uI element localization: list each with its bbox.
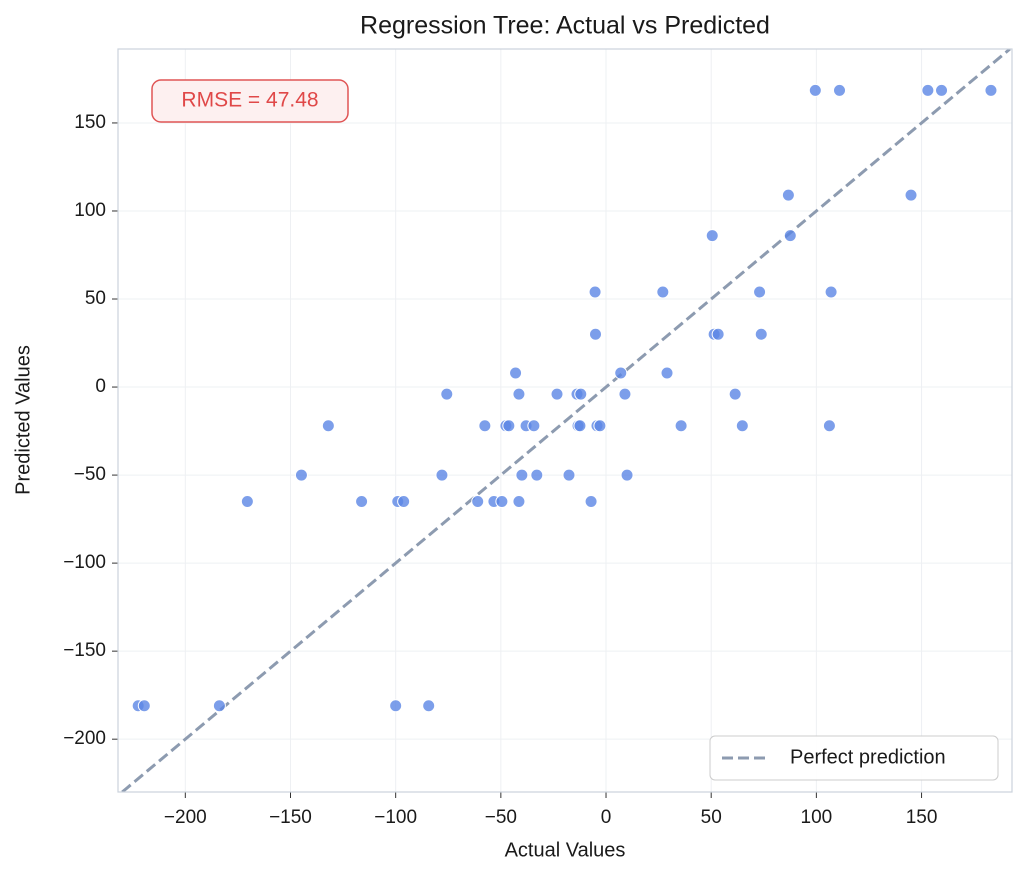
legend-box [709,735,999,781]
point [660,366,674,380]
point [471,494,485,508]
point [783,229,797,243]
x-tick-label: 100 [801,807,833,828]
x-tick-label: 50 [701,807,722,828]
point [705,229,719,243]
point [321,419,335,433]
point [509,366,523,380]
x-tick-label: −150 [269,807,312,828]
point [588,285,602,299]
y-tick-label: −150 [63,640,106,661]
point [984,83,998,97]
x-tick-label: −50 [485,807,517,828]
point [502,419,516,433]
point [808,83,822,97]
point [589,327,603,341]
point [527,419,541,433]
point [478,419,492,433]
point [515,468,529,482]
point [355,494,369,508]
point [584,494,598,508]
point [735,419,749,433]
y-tick-label: 50 [85,288,106,309]
y-tick-label: 100 [74,200,106,221]
point [573,419,587,433]
point [495,494,509,508]
point [728,387,742,401]
point [753,285,767,299]
point [562,468,576,482]
y-tick-label: 150 [74,112,106,133]
annotation-box [151,79,349,123]
y-axis-label: Predicted Values [12,345,34,495]
x-tick-label: −100 [374,807,417,828]
x-tick-label: 150 [906,807,938,828]
perfect-prediction-line [121,49,1011,792]
plot-frame [117,48,1013,793]
point [574,387,588,401]
point [512,494,526,508]
point [512,387,526,401]
chart-title: Regression Tree: Actual vs Predicted [360,12,770,40]
annotation: RMSE = 47.48 [181,89,318,112]
point [620,468,634,482]
x-axis-label: Actual Values [505,839,626,861]
point [389,699,403,713]
point [656,285,670,299]
point [904,188,918,202]
point [824,285,838,299]
point [397,494,411,508]
y-tick-label: −100 [63,552,106,573]
point [781,188,795,202]
point [435,468,449,482]
point [440,387,454,401]
point [294,468,308,482]
x-tick-label: −200 [164,807,207,828]
point [921,83,935,97]
y-tick-label: −200 [63,728,106,749]
point [137,699,151,713]
point [240,494,254,508]
point [833,83,847,97]
x-tick-label: 0 [601,807,612,828]
y-tick-label: 0 [95,376,106,397]
point [550,387,564,401]
point [593,419,607,433]
legend-label: Perfect prediction [790,746,946,768]
point [711,327,725,341]
y-tick-label: −50 [74,464,106,485]
point [530,468,544,482]
point [935,83,949,97]
point [422,699,436,713]
point [754,327,768,341]
point [614,366,628,380]
point [212,699,226,713]
point [618,387,632,401]
point [674,419,688,433]
point [822,419,836,433]
